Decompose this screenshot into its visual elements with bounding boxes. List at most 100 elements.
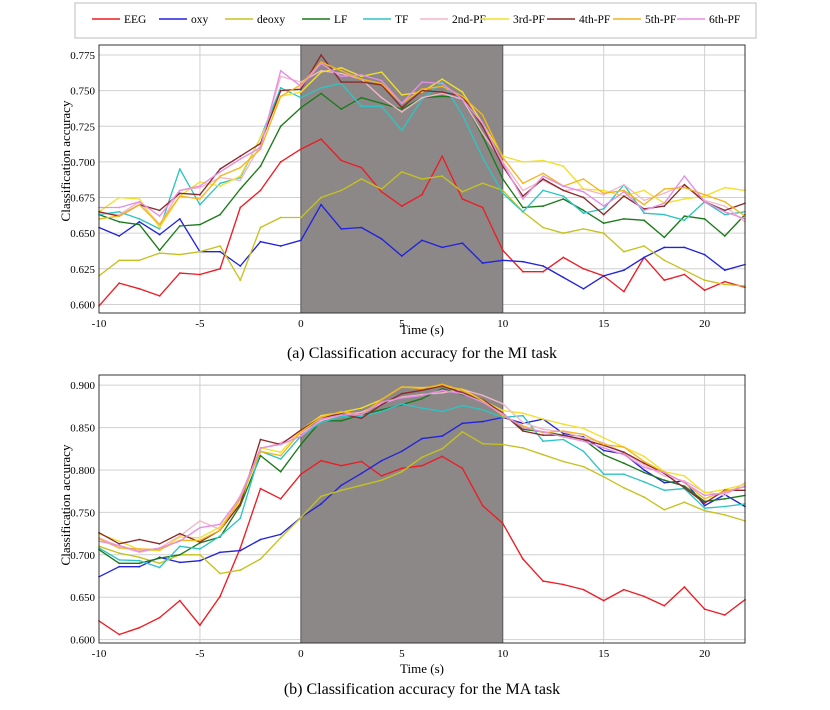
data-point [360,407,363,409]
data-point [542,189,544,192]
data-point [562,432,565,435]
data-point [643,189,645,192]
data-point [461,95,464,98]
task-period-shading [300,374,504,644]
data-point [663,475,666,477]
legend-label: oxy [191,14,209,26]
data-point [441,389,444,392]
data-point [400,108,403,110]
data-point [582,436,585,439]
data-point [542,270,544,273]
data-point [441,435,444,437]
data-point [300,516,302,519]
data-point [623,189,625,192]
legend-item-oxy[interactable]: oxy [159,14,209,26]
y-tick-label: 0.725 [70,121,95,133]
data-point [138,556,141,559]
data-point [703,289,706,292]
x-tick-label: 5 [399,318,405,330]
data-point [158,548,161,551]
data-point [138,287,141,290]
y-tick-label: 0.600 [70,299,95,311]
x-tick-label: 0 [298,318,304,330]
data-point [481,408,484,411]
y-tick-label: 0.750 [70,86,95,98]
data-point [522,195,524,198]
data-point [723,269,726,272]
data-point [320,138,322,141]
data-point [340,108,343,110]
legend-item-lf[interactable]: LF [302,14,347,26]
chart-caption: (b) Classification accuracy for the MA t… [284,681,560,698]
data-point [360,166,363,169]
data-point [441,391,444,394]
data-point [118,547,121,549]
legend-item-deoxy[interactable]: deoxy [225,14,285,26]
legend-item-4th-pf[interactable]: 4th-PF [547,14,610,26]
legend-item-5th-pf[interactable]: 5th-PF [613,14,676,26]
legend-item-tf[interactable]: TF [363,14,408,26]
data-point [158,542,161,545]
data-point [542,172,544,175]
data-point [259,450,262,453]
data-point [259,454,262,457]
legend-item-6th-pf[interactable]: 6th-PF [677,14,740,26]
data-point [259,447,262,449]
data-point [542,428,544,431]
data-point [602,275,605,277]
data-point [461,91,464,93]
data-point [481,206,484,209]
legend-item-eeg[interactable]: EEG [92,14,146,26]
data-point [582,588,585,591]
legend-label: 6th-PF [709,14,740,26]
data-point [219,525,222,528]
data-point [259,189,262,192]
data-point [501,189,504,192]
data-point [461,190,464,193]
y-tick-label: 0.700 [70,550,95,562]
data-point [320,418,322,420]
data-point [501,192,504,195]
data-point [501,156,504,159]
data-point [279,497,282,500]
y-tick-label: 0.700 [70,157,95,169]
data-point [380,188,383,190]
data-point [562,436,565,438]
data-point [118,559,121,561]
data-point [118,235,121,237]
data-point [441,91,444,93]
series-3rd-pf [98,66,746,229]
data-point [623,588,625,591]
data-point [643,481,645,483]
data-point [441,175,444,178]
data-point [602,441,605,444]
data-point [219,171,222,173]
data-point [623,195,625,198]
data-point [380,398,383,401]
data-point [360,417,363,420]
data-point [380,102,383,105]
data-point [219,535,222,537]
data-point [320,196,322,199]
data-point [199,186,201,189]
data-point [118,633,121,636]
data-point [522,425,524,427]
data-point [562,185,565,188]
data-point [663,246,666,249]
data-point [723,614,726,616]
data-point [663,202,666,205]
data-point [582,287,585,290]
data-point [703,218,706,220]
data-point [118,542,121,545]
data-point [199,526,201,529]
data-point [360,484,363,487]
data-point [199,181,201,183]
data-point [138,559,141,562]
data-point [178,540,181,543]
data-point [380,403,383,406]
legend-item-2nd-pf[interactable]: 2nd-PF [420,14,486,26]
data-point [219,529,222,532]
data-point [421,96,423,99]
legend-item-3rd-pf[interactable]: 3rd-PF [481,14,545,26]
legend-label: EEG [124,14,146,26]
